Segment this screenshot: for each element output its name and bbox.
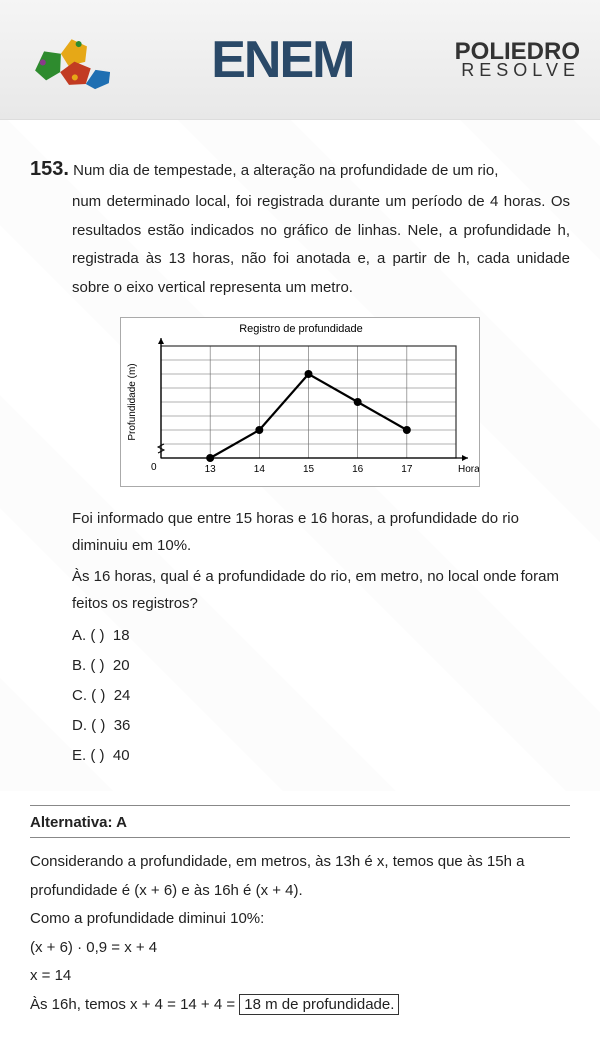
answer-label: Alternativa: A <box>30 814 570 838</box>
answer-line4: x = 14 <box>30 962 570 991</box>
question-rest: num determinado local, foi registrada du… <box>30 188 570 302</box>
chart-container: Registro de profundidade Profundidade (m)… <box>30 317 570 487</box>
svg-text:Hora: Hora <box>458 464 480 475</box>
option-c: C. ( ) 24 <box>72 681 570 711</box>
answer-options: A. ( ) 18 B. ( ) 20 C. ( ) 24 D. ( ) 36 … <box>30 621 570 771</box>
svg-text:0: 0 <box>151 462 157 473</box>
brand-top: POLIEDRO <box>455 41 580 63</box>
svg-text:13: 13 <box>205 464 217 475</box>
option-a: A. ( ) 18 <box>72 621 570 651</box>
svg-text:Profundidade (m): Profundidade (m) <box>127 363 138 440</box>
poliedro-puzzle-logo <box>20 25 110 95</box>
answer-section: Alternativa: A Considerando a profundida… <box>30 805 570 1039</box>
svg-text:17: 17 <box>401 464 413 475</box>
question-lead: Num dia de tempestade, a alteração na pr… <box>73 162 498 179</box>
answer-line1: Considerando a profundidade, em metros, … <box>30 848 570 905</box>
poliedro-resolve-logo: POLIEDRO RESOLVE <box>455 41 580 79</box>
option-d: D. ( ) 36 <box>72 711 570 741</box>
page-header: ENEM POLIEDRO RESOLVE <box>0 0 600 120</box>
svg-text:16: 16 <box>352 464 364 475</box>
answer-line3: (x + 6) · 0,9 = x + 4 <box>30 934 570 963</box>
answer-line5: Às 16h, temos x + 4 = 14 + 4 = 18 m de p… <box>30 991 570 1020</box>
option-e: E. ( ) 40 <box>72 741 570 771</box>
svg-text:14: 14 <box>254 464 266 475</box>
enem-logo: ENEM <box>211 30 353 90</box>
svg-text:15: 15 <box>303 464 315 475</box>
answer-explanation: Considerando a profundidade, em metros, … <box>30 848 570 1019</box>
followup-p1: Foi informado que entre 15 horas e 16 ho… <box>30 505 570 559</box>
followup-p2: Às 16 horas, qual é a profundidade do ri… <box>30 563 570 617</box>
question-number: 153. <box>30 158 69 180</box>
question-content: 153. Num dia de tempestade, a alteração … <box>0 120 600 791</box>
depth-line-chart: Registro de profundidade Profundidade (m)… <box>120 317 480 487</box>
brand-bottom: RESOLVE <box>455 62 580 78</box>
svg-text:Registro de profundidade: Registro de profundidade <box>239 323 363 335</box>
question-text: 153. Num dia de tempestade, a alteração … <box>30 150 570 302</box>
option-b: B. ( ) 20 <box>72 651 570 681</box>
answer-line2: Como a profundidade diminui 10%: <box>30 905 570 934</box>
